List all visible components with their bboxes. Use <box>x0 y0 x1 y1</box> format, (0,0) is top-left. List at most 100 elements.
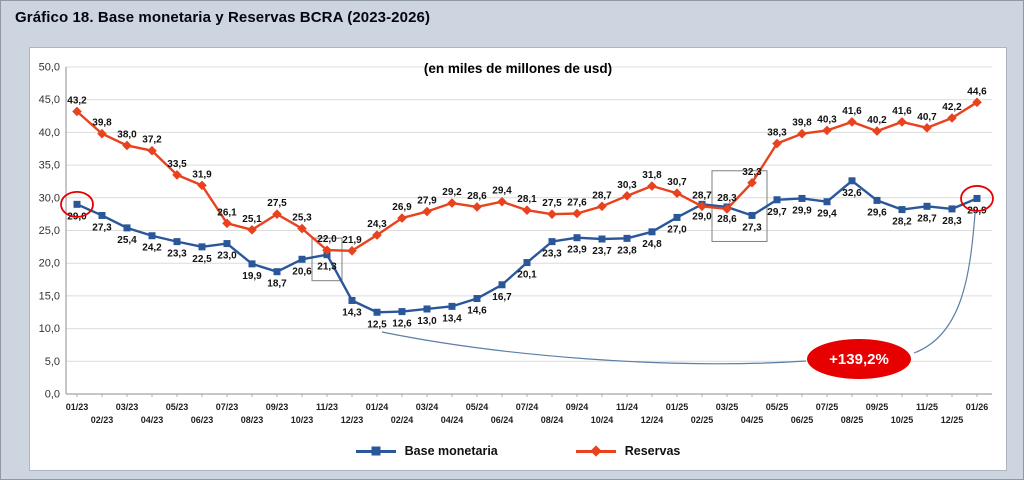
data-label: 12,5 <box>367 319 387 330</box>
data-label: 32,6 <box>842 188 862 199</box>
data-label: 29,9 <box>792 205 812 216</box>
data-label: 29,2 <box>442 187 462 198</box>
data-label: 23,3 <box>542 249 562 260</box>
data-label: 30,7 <box>667 177 687 188</box>
svg-text:11/23: 11/23 <box>316 402 338 412</box>
svg-text:12/23: 12/23 <box>341 415 364 425</box>
data-label: 40,7 <box>917 112 937 123</box>
data-label: 28,3 <box>942 216 962 227</box>
svg-text:06/24: 06/24 <box>491 415 514 425</box>
svg-text:06/25: 06/25 <box>791 415 814 425</box>
y-axis-labels: 0,0 5,0 10,0 15,0 20,0 25,0 30,0 35,0 40,0 45,0 50… <box>39 62 60 401</box>
data-label: 30,3 <box>617 180 637 191</box>
data-label: 28,7 <box>692 190 712 201</box>
data-label: 40,2 <box>867 115 887 126</box>
svg-text:40,0: 40,0 <box>39 127 60 139</box>
data-label: 22,0 <box>317 234 337 245</box>
svg-text:35,0: 35,0 <box>39 160 60 172</box>
legend-label-base-monetaria: Base monetaria <box>404 444 498 458</box>
svg-text:09/25: 09/25 <box>866 402 889 412</box>
data-label: 27,3 <box>92 222 112 233</box>
svg-text:01/26: 01/26 <box>966 402 989 412</box>
svg-text:10/23: 10/23 <box>291 415 314 425</box>
svg-text:04/24: 04/24 <box>441 415 464 425</box>
data-label: 38,0 <box>117 129 137 140</box>
data-label: 13,4 <box>442 313 462 324</box>
data-label: 29,4 <box>492 186 512 197</box>
data-label: 41,6 <box>892 106 912 117</box>
page-title: Gráfico 18. Base monetaria y Reservas BC… <box>15 9 431 26</box>
data-label: 41,6 <box>842 106 862 117</box>
svg-text:25,0: 25,0 <box>39 225 60 237</box>
svg-text:10/24: 10/24 <box>591 415 614 425</box>
data-label: 31,8 <box>642 170 662 181</box>
data-label: 39,8 <box>92 118 112 129</box>
data-label: 26,1 <box>217 207 237 218</box>
data-label: 25,3 <box>292 213 312 224</box>
data-label: 32,3 <box>742 167 762 178</box>
data-label: 27,5 <box>267 198 287 209</box>
svg-text:10/25: 10/25 <box>891 415 914 425</box>
data-label: 29,6 <box>867 207 887 218</box>
data-label: 37,2 <box>142 135 162 146</box>
data-label: 28,7 <box>592 190 612 201</box>
data-label: 23,3 <box>167 249 187 260</box>
data-label: 29,7 <box>767 207 787 218</box>
connector-curve <box>381 213 976 365</box>
svg-text:07/25: 07/25 <box>816 402 839 412</box>
svg-text:01/25: 01/25 <box>666 402 689 412</box>
data-label: 27,0 <box>667 224 687 235</box>
data-label: 21,3 <box>317 262 337 273</box>
svg-text:11/25: 11/25 <box>916 402 938 412</box>
svg-text:02/23: 02/23 <box>91 415 114 425</box>
data-label: 28,1 <box>517 194 537 205</box>
data-label: 25,4 <box>117 235 137 246</box>
data-label: 31,9 <box>192 169 212 180</box>
data-label: 22,5 <box>192 254 212 265</box>
data-label: 23,7 <box>592 246 612 257</box>
data-label: 27,3 <box>742 222 762 233</box>
data-label: 25,1 <box>242 214 262 225</box>
chart-panel: 0,0 5,0 10,0 15,0 20,0 25,0 30,0 35,0 40,0 45,0 50… <box>29 47 1007 471</box>
svg-text:01/23: 01/23 <box>66 402 89 412</box>
data-label: 27,6 <box>567 197 587 208</box>
legend-item-reservas: Reservas <box>575 444 680 458</box>
data-label: 14,6 <box>467 306 487 317</box>
data-label: 40,3 <box>817 114 837 125</box>
legend-item-base-monetaria: Base monetaria <box>355 444 498 458</box>
svg-text:04/25: 04/25 <box>741 415 764 425</box>
data-label: 44,6 <box>967 86 987 97</box>
growth-badge: +139,2% <box>807 339 911 379</box>
data-label: 23,8 <box>617 245 637 256</box>
data-label: 21,9 <box>342 235 362 246</box>
data-label: 19,9 <box>242 271 262 282</box>
reservas-line-icon <box>575 445 616 457</box>
svg-text:08/25: 08/25 <box>841 415 864 425</box>
data-label: 33,5 <box>167 159 187 170</box>
data-label: 13,0 <box>417 316 437 327</box>
svg-text:09/24: 09/24 <box>566 402 589 412</box>
data-label: 28,6 <box>717 214 737 225</box>
svg-text:05/25: 05/25 <box>766 402 789 412</box>
chart-subtitle: (en miles de millones de usd) <box>423 61 613 76</box>
data-label: 24,3 <box>367 219 387 230</box>
svg-text:12/25: 12/25 <box>941 415 964 425</box>
highlight-box <box>311 237 343 282</box>
svg-text:05/24: 05/24 <box>466 402 489 412</box>
svg-text:50,0: 50,0 <box>39 62 60 74</box>
svg-text:05/23: 05/23 <box>166 402 189 412</box>
data-label: 27,9 <box>417 196 437 207</box>
data-label: 24,8 <box>642 239 662 250</box>
svg-text:12/24: 12/24 <box>641 415 664 425</box>
svg-text:03/23: 03/23 <box>116 402 139 412</box>
data-label: 39,8 <box>792 118 812 129</box>
svg-text:03/25: 03/25 <box>716 402 739 412</box>
circle-annotation <box>60 190 94 218</box>
x-axis-labels: 01/2302/2303/2304/2305/2306/2307/2308/23… <box>66 394 989 425</box>
svg-text:0,0: 0,0 <box>45 389 60 401</box>
svg-text:08/23: 08/23 <box>241 415 264 425</box>
data-label: 28,7 <box>917 213 937 224</box>
circle-annotation <box>960 185 994 212</box>
data-label: 18,7 <box>267 279 287 290</box>
base-monetaria-line-icon <box>355 446 396 456</box>
